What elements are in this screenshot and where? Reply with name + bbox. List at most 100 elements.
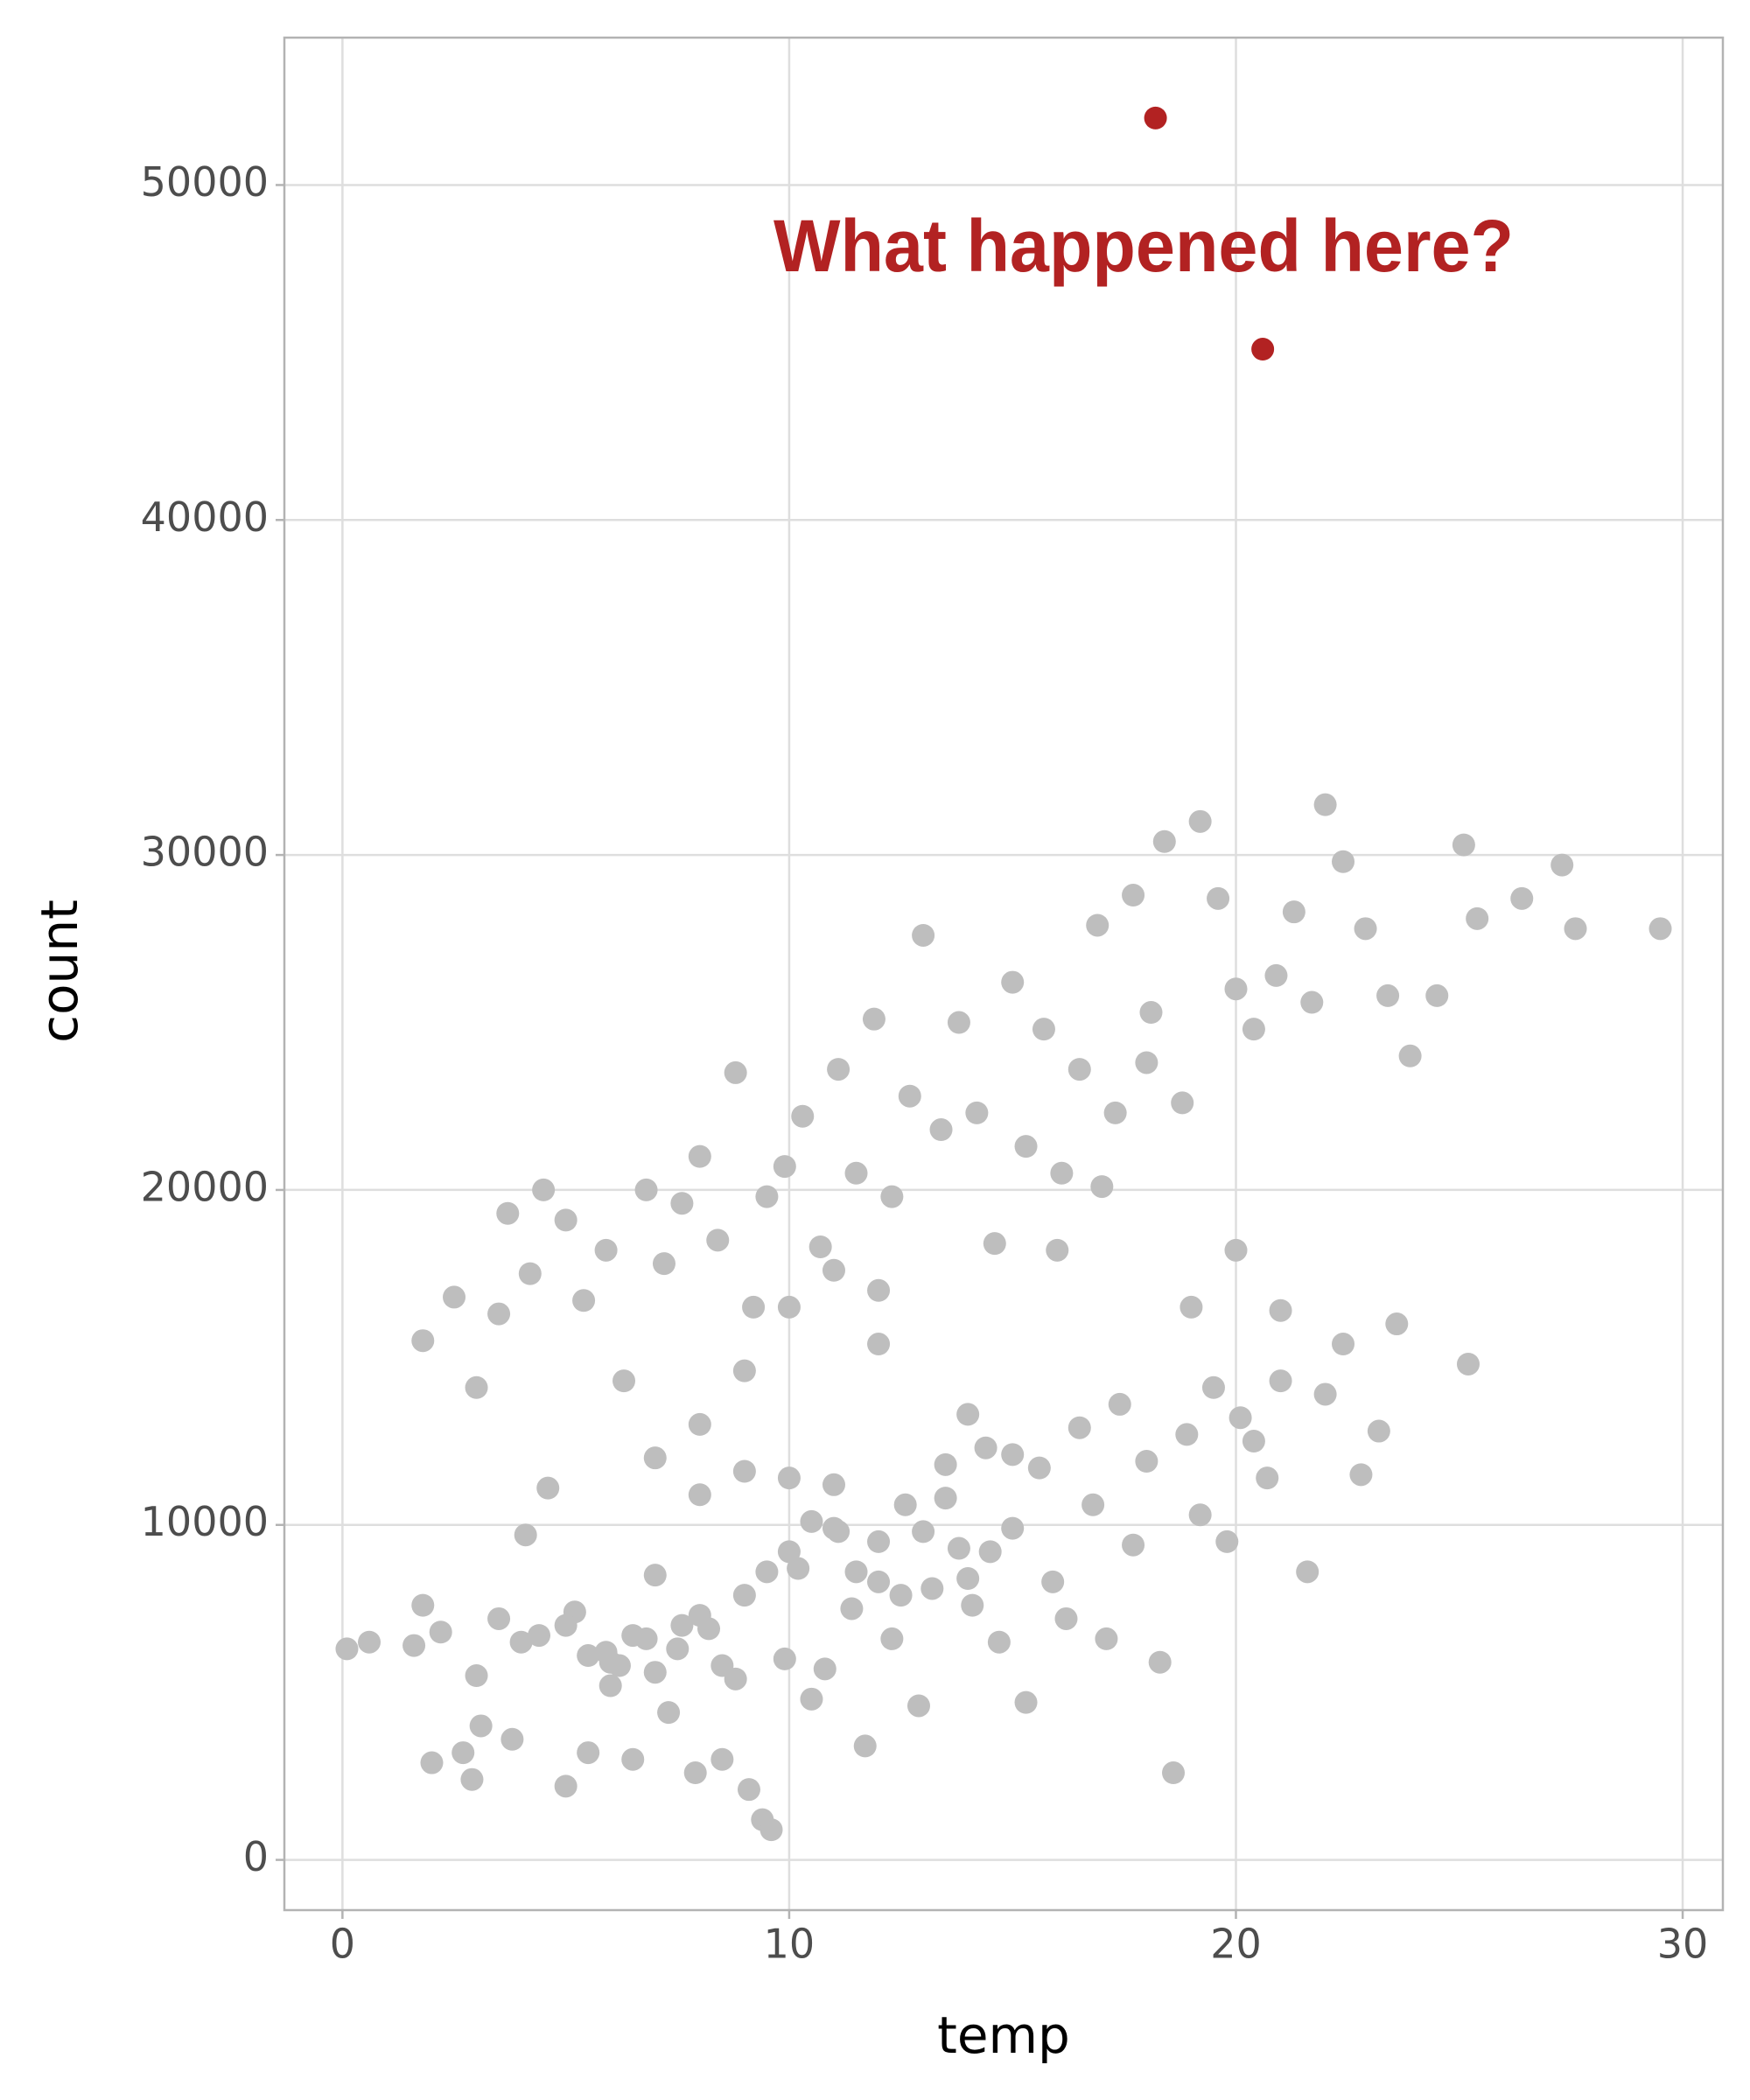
point xyxy=(1510,886,1534,910)
point xyxy=(688,1604,711,1628)
point xyxy=(577,1644,600,1668)
x-tick-label: 0 xyxy=(330,1921,355,1968)
point xyxy=(934,1487,957,1510)
point xyxy=(554,1774,578,1798)
point xyxy=(1152,830,1176,853)
point xyxy=(577,1741,600,1765)
point xyxy=(1103,1101,1127,1124)
point xyxy=(880,1627,904,1650)
point xyxy=(760,1818,783,1842)
point xyxy=(666,1637,690,1661)
point xyxy=(974,1436,998,1460)
point xyxy=(929,1118,953,1142)
point xyxy=(800,1687,823,1711)
point xyxy=(1135,1450,1158,1474)
point xyxy=(465,1376,488,1399)
point xyxy=(755,1560,779,1584)
point xyxy=(732,1584,756,1607)
point xyxy=(737,1778,760,1802)
point xyxy=(1242,1430,1265,1453)
point xyxy=(528,1624,551,1648)
x-tick-label: 20 xyxy=(1210,1921,1262,1968)
point xyxy=(1385,1312,1409,1336)
point xyxy=(465,1664,488,1688)
point xyxy=(598,1674,622,1698)
point xyxy=(1201,1376,1225,1399)
point xyxy=(1264,963,1288,987)
point xyxy=(1068,1058,1091,1082)
point xyxy=(965,1101,989,1124)
point xyxy=(429,1620,452,1644)
point xyxy=(1122,884,1145,907)
point xyxy=(500,1727,524,1751)
point xyxy=(880,1185,904,1208)
point xyxy=(452,1741,475,1765)
point xyxy=(822,1516,845,1540)
point xyxy=(1188,1503,1212,1527)
point xyxy=(1313,793,1337,816)
point xyxy=(1095,1627,1118,1650)
point xyxy=(1086,914,1110,937)
point xyxy=(411,1593,435,1617)
point xyxy=(862,1007,886,1031)
point xyxy=(487,1606,511,1630)
point xyxy=(1228,1406,1252,1430)
x-tick-label: 30 xyxy=(1657,1921,1709,1968)
point xyxy=(1256,1466,1279,1490)
point xyxy=(978,1540,1002,1564)
point xyxy=(1108,1392,1131,1416)
y-tick-label: 50000 xyxy=(141,158,269,206)
y-tick-label: 40000 xyxy=(141,494,269,541)
point xyxy=(1001,1516,1025,1540)
point xyxy=(710,1654,734,1677)
point xyxy=(612,1369,636,1393)
points xyxy=(335,106,1672,1842)
point xyxy=(1162,1761,1186,1785)
point xyxy=(554,1208,578,1232)
point xyxy=(800,1509,823,1533)
y-axis-title: count xyxy=(30,900,89,1043)
point xyxy=(773,1647,796,1670)
point xyxy=(1122,1533,1145,1557)
point xyxy=(1082,1493,1105,1516)
point xyxy=(1242,1018,1265,1041)
point xyxy=(1207,886,1230,910)
x-tick-label: 10 xyxy=(764,1921,816,1968)
point xyxy=(912,923,935,947)
point xyxy=(509,1630,533,1654)
point xyxy=(652,1252,676,1276)
x-axis-title: temp xyxy=(937,2006,1070,2065)
point xyxy=(670,1192,694,1215)
point xyxy=(983,1232,1006,1256)
point xyxy=(420,1751,444,1774)
point xyxy=(1332,850,1355,873)
point xyxy=(1139,1001,1163,1025)
point xyxy=(732,1460,756,1483)
point xyxy=(518,1262,542,1285)
point xyxy=(532,1178,556,1201)
point xyxy=(777,1295,801,1319)
point xyxy=(670,1614,694,1637)
point xyxy=(621,1747,645,1771)
point xyxy=(724,1060,747,1084)
point xyxy=(554,1614,578,1637)
point xyxy=(808,1236,832,1259)
point xyxy=(906,1694,930,1718)
annotation: What happened here? xyxy=(774,205,1514,287)
point xyxy=(961,1593,984,1617)
point xyxy=(732,1359,756,1382)
point xyxy=(1367,1419,1390,1443)
point xyxy=(358,1630,382,1654)
point xyxy=(844,1560,868,1584)
y-tick-label: 20000 xyxy=(141,1163,269,1210)
point xyxy=(947,1536,970,1560)
point xyxy=(688,1483,711,1507)
point xyxy=(1171,1091,1194,1115)
point xyxy=(898,1084,921,1108)
point xyxy=(1050,1161,1074,1185)
point xyxy=(777,1540,801,1564)
point xyxy=(1269,1298,1292,1322)
point xyxy=(621,1624,645,1648)
point xyxy=(853,1734,877,1758)
